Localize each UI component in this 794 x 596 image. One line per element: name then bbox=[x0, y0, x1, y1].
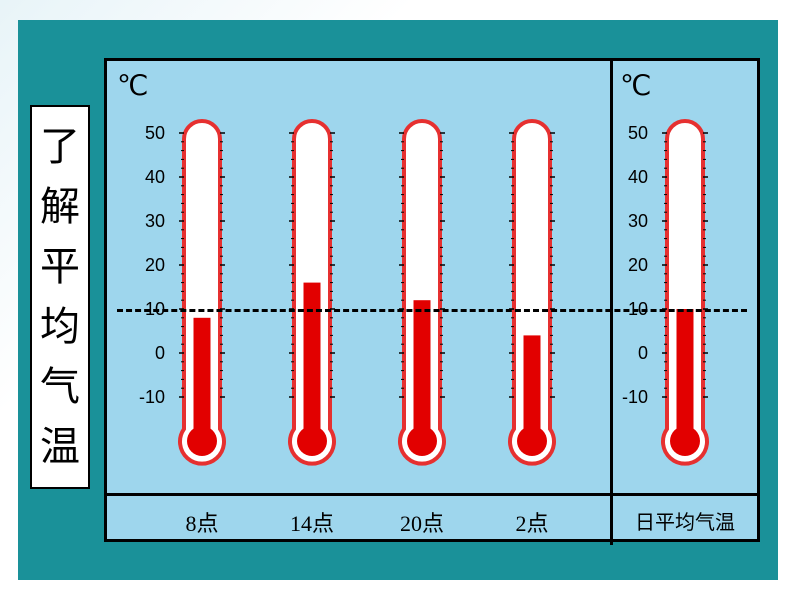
chart-body: ℃ ℃ 50 40 30 20 10 0 -10 50 40 30 20 10 0 -10 bbox=[107, 61, 757, 493]
tick-label: 30 bbox=[620, 211, 648, 232]
tick-label: 40 bbox=[137, 167, 165, 188]
vertical-divider bbox=[610, 61, 613, 545]
title-char: 了 bbox=[40, 117, 80, 177]
thermometer bbox=[392, 111, 452, 476]
thermometer-label: 8点 bbox=[162, 506, 242, 538]
thermometer bbox=[655, 111, 715, 476]
tick-label: -10 bbox=[620, 387, 648, 408]
average-label: 日平均气温 bbox=[625, 506, 745, 535]
tick-label: 30 bbox=[137, 211, 165, 232]
thermometer bbox=[282, 111, 342, 476]
labels-row: 8点 14点 20点 2点 日平均气温 bbox=[107, 493, 757, 542]
tick-label: 50 bbox=[137, 123, 165, 144]
title-char: 气 bbox=[40, 357, 80, 417]
tick-label: 20 bbox=[620, 255, 648, 276]
tick-label: 0 bbox=[620, 343, 648, 364]
tick-label: 10 bbox=[620, 299, 648, 320]
tick-label: 0 bbox=[137, 343, 165, 364]
side-title-box: 了 解 平 均 气 温 bbox=[30, 105, 90, 489]
thermometer bbox=[502, 111, 562, 476]
tick-label: 20 bbox=[137, 255, 165, 276]
tick-label: 50 bbox=[620, 123, 648, 144]
tick-label: -10 bbox=[137, 387, 165, 408]
unit-left: ℃ bbox=[117, 69, 148, 102]
average-dashed-line bbox=[117, 309, 747, 312]
thermometer-label: 14点 bbox=[272, 506, 352, 538]
thermometer bbox=[172, 111, 232, 476]
unit-right: ℃ bbox=[620, 69, 651, 102]
title-char: 平 bbox=[40, 237, 80, 297]
thermometer-label: 2点 bbox=[492, 506, 572, 538]
title-char: 解 bbox=[40, 177, 80, 237]
title-char: 温 bbox=[40, 417, 80, 477]
thermometer-label: 20点 bbox=[382, 506, 462, 538]
tick-label: 10 bbox=[137, 299, 165, 320]
chart-panel: ℃ ℃ 50 40 30 20 10 0 -10 50 40 30 20 10 0 -10 8点 14点 20… bbox=[104, 58, 760, 542]
tick-label: 40 bbox=[620, 167, 648, 188]
title-char: 均 bbox=[40, 297, 80, 357]
